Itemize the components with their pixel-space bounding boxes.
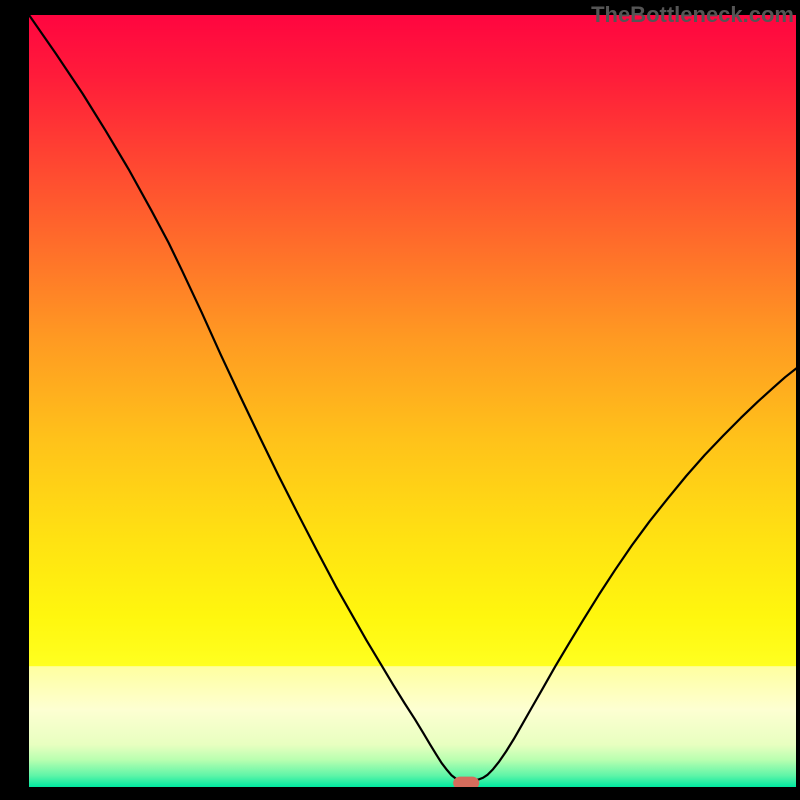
- chart-frame: TheBottleneck.com: [0, 0, 800, 800]
- gradient-background: [29, 15, 796, 787]
- plot-area: [29, 15, 796, 787]
- plot-svg: [29, 15, 796, 787]
- optimal-marker: [453, 777, 479, 787]
- watermark-text: TheBottleneck.com: [591, 2, 794, 28]
